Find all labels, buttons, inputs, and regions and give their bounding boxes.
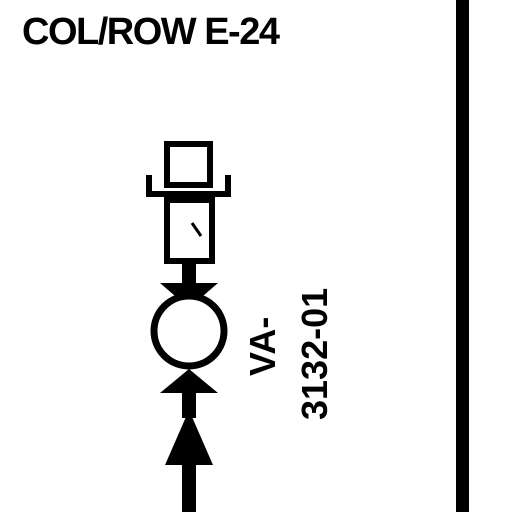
valve-body-circle — [150, 292, 228, 370]
actuator-body — [164, 197, 215, 264]
flow-line-lower — [182, 463, 196, 512]
valve-lower-triangle — [160, 369, 218, 393]
actuator-indicator-mark — [190, 222, 203, 237]
column-row-location-label: COL/ROW E-24 — [22, 11, 280, 53]
actuator-top-box — [164, 141, 213, 188]
sheet-border-line — [456, 0, 469, 512]
flow-line — [182, 393, 196, 418]
valve-tag-number: 3132-01 — [294, 288, 335, 420]
valve-tag-prefix: VA- — [242, 317, 283, 376]
flow-direction-arrow — [165, 410, 213, 465]
actuator-bracket — [146, 175, 231, 197]
actuator-stem — [182, 261, 196, 284]
